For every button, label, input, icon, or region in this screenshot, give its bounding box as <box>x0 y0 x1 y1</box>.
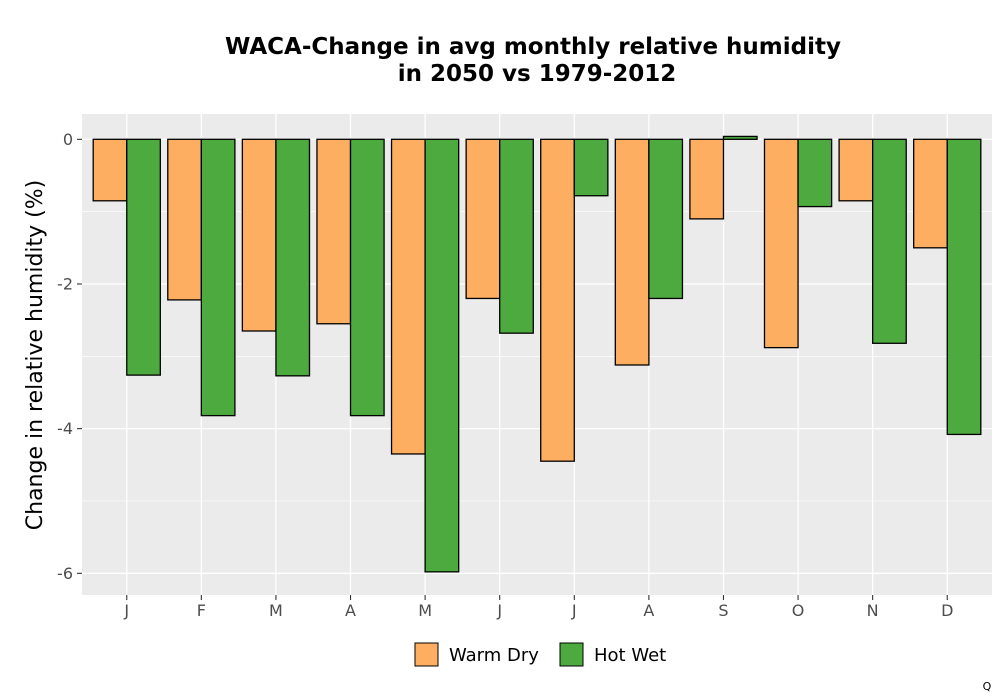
bar-warm-dry <box>241 138 277 332</box>
x-tick-label: J <box>496 601 502 620</box>
bar-warm-dry <box>614 138 650 366</box>
x-tick-label: A <box>345 601 356 620</box>
y-tick-label: -6 <box>57 564 73 583</box>
legend-key-warm-dry <box>414 642 439 667</box>
bar-warm-dry <box>913 138 948 249</box>
y-tick-label: -4 <box>57 419 73 438</box>
legend-key-hot-wet <box>559 642 584 667</box>
bar-hot-wet <box>275 138 311 377</box>
x-tick-label: O <box>792 601 805 620</box>
y-axis: 0 -2 -4 -6 <box>57 130 82 583</box>
y-axis-label: Change in relative humidity (%) <box>23 180 48 530</box>
legend: Warm Dry Hot Wet <box>414 642 666 667</box>
legend-label-warm-dry: Warm Dry <box>449 645 539 666</box>
bar-hot-wet <box>722 135 758 140</box>
bar-hot-wet <box>126 138 161 376</box>
x-tick-label: F <box>197 601 206 620</box>
bar-hot-wet <box>499 138 534 334</box>
bar-hot-wet <box>349 138 385 417</box>
bar-hot-wet <box>797 138 833 208</box>
chart-title-line-1: WACA-Change in avg monthly relative humi… <box>225 34 841 60</box>
bar-warm-dry <box>689 138 725 220</box>
bar-warm-dry <box>92 138 128 202</box>
bar-warm-dry <box>167 138 202 301</box>
x-tick-label: A <box>643 601 654 620</box>
bars <box>92 135 982 573</box>
y-tick-label: 0 <box>63 130 73 149</box>
x-tick-label: N <box>867 601 879 620</box>
bar-warm-dry <box>465 138 501 300</box>
bar-hot-wet <box>648 138 684 300</box>
bar-warm-dry <box>316 138 352 325</box>
x-tick-label: J <box>123 601 129 620</box>
corner-mark: Q <box>983 680 992 693</box>
bar-hot-wet <box>573 138 609 197</box>
bar-hot-wet <box>872 138 907 344</box>
chart-title-line-2: in 2050 vs 1979-2012 <box>398 61 677 87</box>
bar-warm-dry <box>540 138 575 462</box>
bar-hot-wet <box>946 138 982 436</box>
bar-hot-wet <box>200 138 236 417</box>
x-tick-label: J <box>571 601 577 620</box>
x-tick-label: D <box>941 601 953 620</box>
y-tick-label: -2 <box>57 274 73 293</box>
x-tick-label: S <box>718 601 728 620</box>
x-tick-label: M <box>418 601 432 620</box>
bar-hot-wet <box>424 138 460 573</box>
x-tick-label: M <box>269 601 283 620</box>
bar-warm-dry <box>763 138 799 349</box>
bar-warm-dry <box>390 138 426 455</box>
bar-warm-dry <box>838 138 874 202</box>
legend-label-hot-wet: Hot Wet <box>594 645 666 666</box>
